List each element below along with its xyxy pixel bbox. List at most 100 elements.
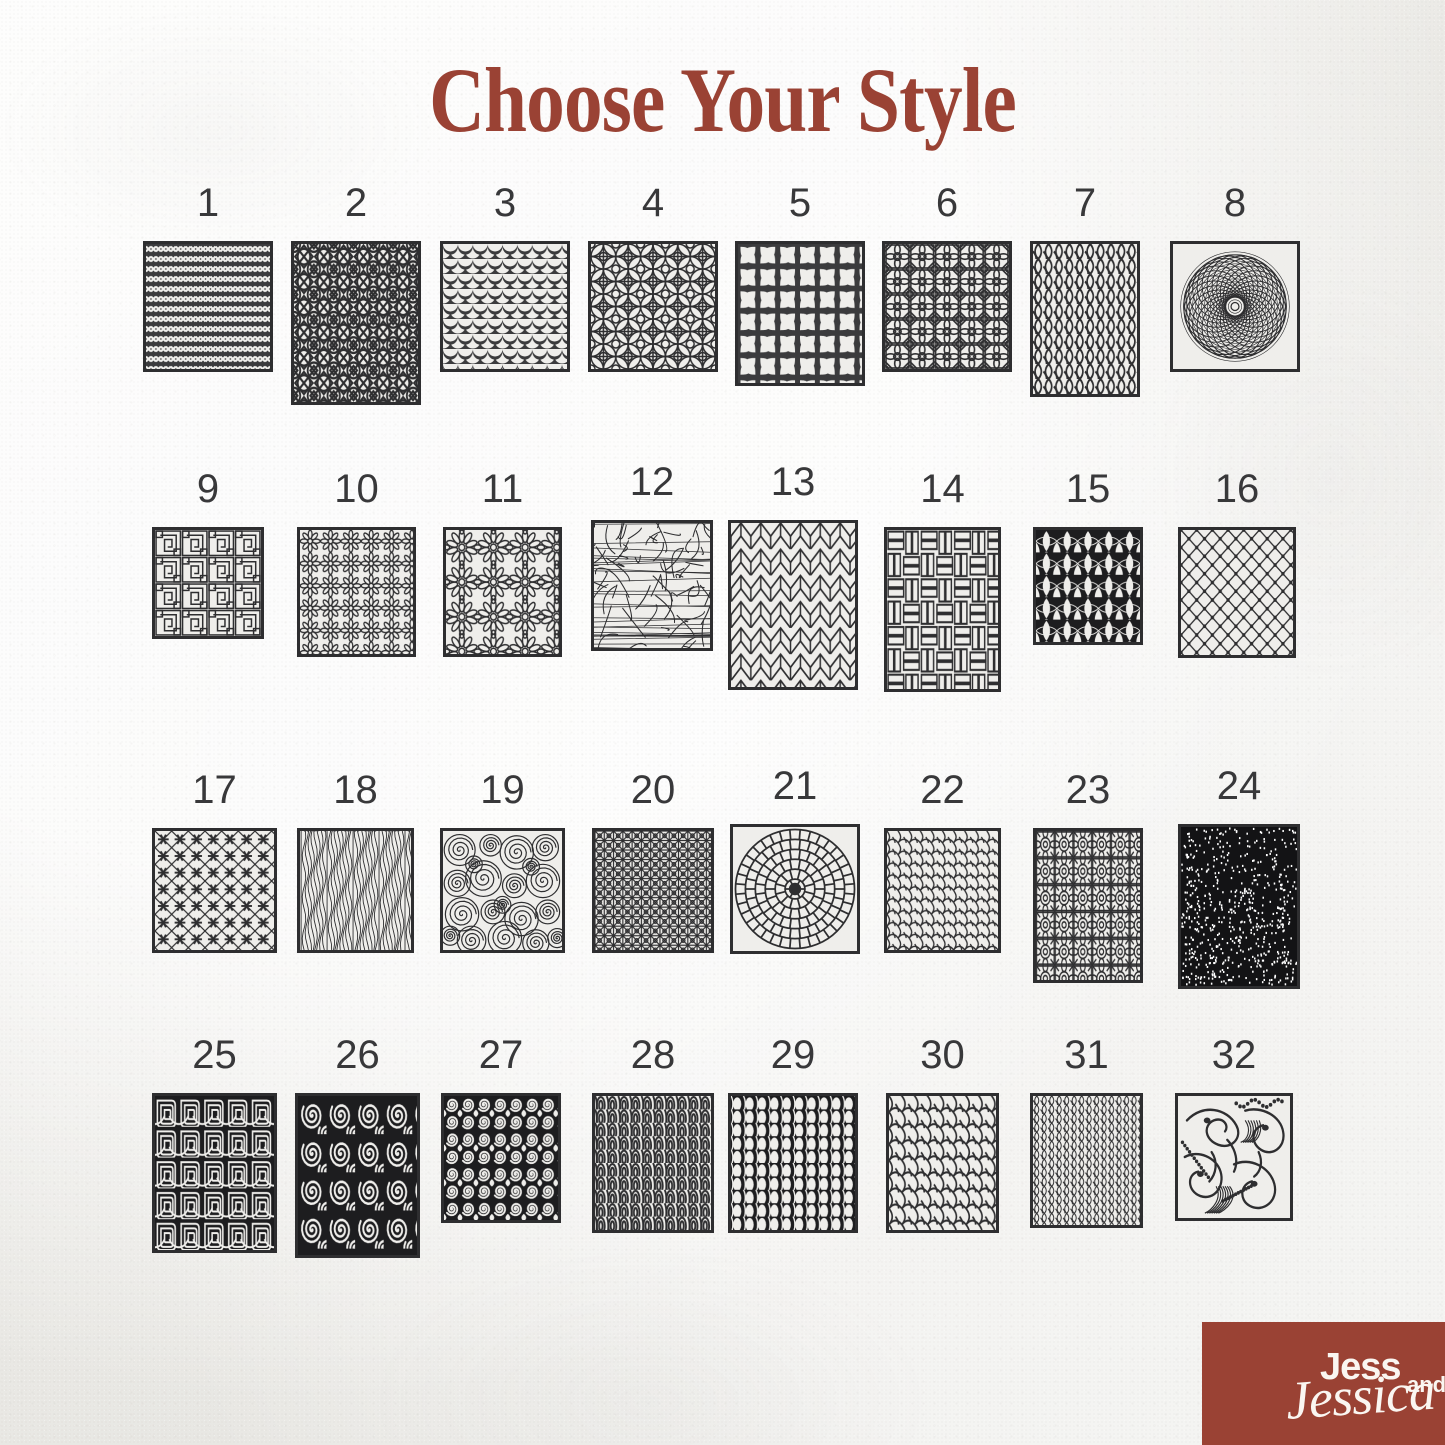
style-number-label: 31 <box>1064 1033 1109 1077</box>
style-number-label: 16 <box>1214 467 1260 511</box>
style-option-4[interactable]: 4 <box>588 183 718 372</box>
style-option-28[interactable]: 28 <box>592 1035 714 1233</box>
style-option-3[interactable]: 3 <box>440 183 570 372</box>
style-option-7[interactable]: 7 <box>1030 183 1140 397</box>
pattern-swatch-floral-lattice-star[interactable] <box>291 241 421 405</box>
pattern-swatch-geometric-flower-grid[interactable] <box>882 241 1012 372</box>
style-option-26[interactable]: 26 <box>295 1035 420 1258</box>
style-option-23[interactable]: 23 <box>1033 770 1143 983</box>
style-option-10[interactable]: 10 <box>297 469 416 657</box>
pattern-swatch-radial-cobblestone[interactable] <box>730 824 860 954</box>
pattern-swatch-curl-motif-dark[interactable] <box>441 1093 561 1223</box>
style-number-label: 1 <box>196 181 220 225</box>
page-title: Choose Your Style <box>429 49 1017 151</box>
pattern-swatch-star-burst-grid[interactable] <box>152 828 277 953</box>
pattern-swatch-spiral-roses-dark[interactable] <box>295 1093 420 1258</box>
style-number-label: 4 <box>641 181 665 225</box>
pattern-swatch-sketch-scribble[interactable] <box>591 520 713 651</box>
style-number-label: 18 <box>333 768 378 812</box>
style-number-label: 11 <box>481 467 524 511</box>
pattern-swatch-daisy-field-small[interactable] <box>297 527 416 657</box>
pattern-swatch-diamond-mesh[interactable] <box>1030 241 1140 397</box>
style-option-20[interactable]: 20 <box>592 770 714 953</box>
style-number-label: 32 <box>1211 1033 1257 1077</box>
style-option-18[interactable]: 18 <box>297 770 414 953</box>
pattern-swatch-herringbone[interactable] <box>728 520 858 690</box>
logo-line1: Jess <box>1320 1346 1402 1388</box>
style-number-label: 12 <box>629 460 675 504</box>
style-number-label: 15 <box>1065 467 1111 511</box>
style-option-13[interactable]: 13 <box>728 462 858 690</box>
style-number-label: 3 <box>493 181 517 225</box>
style-option-25[interactable]: 25 <box>152 1035 277 1253</box>
style-option-9[interactable]: 9 <box>152 469 264 639</box>
pattern-swatch-fine-diamond-net[interactable] <box>1030 1093 1143 1228</box>
style-number-label: 24 <box>1216 764 1262 808</box>
style-number-label: 28 <box>630 1033 676 1077</box>
style-number-label: 30 <box>920 1033 965 1077</box>
logo-and: and <box>1407 1372 1445 1397</box>
pattern-swatch-diagonal-basketweave[interactable] <box>143 241 273 372</box>
style-number-label: 26 <box>335 1033 380 1077</box>
pattern-swatch-greek-key-maze[interactable] <box>152 527 264 639</box>
style-option-14[interactable]: 14 <box>884 469 1001 692</box>
style-number-label: 17 <box>192 768 237 812</box>
pattern-swatch-spirograph-rings[interactable] <box>1170 241 1300 372</box>
pattern-swatch-interlocking-circles-flower[interactable] <box>588 241 718 372</box>
pattern-swatch-rounded-square-scales[interactable] <box>152 1093 277 1253</box>
pattern-swatch-vertical-wavy-lines[interactable] <box>297 828 414 953</box>
style-number-label: 10 <box>334 467 379 511</box>
style-option-22[interactable]: 22 <box>884 770 1001 953</box>
brand-logo: Jess and Jessica <box>1202 1322 1445 1445</box>
pattern-swatch-organic-bird-paisley[interactable] <box>1175 1093 1293 1221</box>
pattern-swatch-fish-scale-solid[interactable] <box>440 241 570 372</box>
style-number-label: 19 <box>480 768 525 812</box>
pattern-swatch-white-dots-on-black[interactable] <box>1178 824 1300 989</box>
style-number-label: 2 <box>344 181 368 225</box>
pattern-swatch-teardrop-columns-dark[interactable] <box>728 1093 858 1233</box>
style-option-19[interactable]: 19 <box>440 770 565 953</box>
pattern-swatch-fleur-de-lis-dark[interactable] <box>1033 527 1143 645</box>
style-option-17[interactable]: 17 <box>152 770 277 953</box>
style-number-label: 23 <box>1065 768 1111 812</box>
pattern-swatch-spiral-swirls[interactable] <box>440 828 565 953</box>
style-option-5[interactable]: 5 <box>735 183 865 386</box>
style-number-label: 5 <box>788 181 812 225</box>
style-option-15[interactable]: 15 <box>1033 469 1143 645</box>
style-option-21[interactable]: 21 <box>730 766 860 954</box>
style-option-16[interactable]: 16 <box>1178 469 1296 658</box>
style-option-30[interactable]: 30 <box>886 1035 999 1233</box>
style-number-label: 22 <box>920 768 965 812</box>
style-option-12[interactable]: 12 <box>591 462 713 651</box>
style-option-24[interactable]: 24 <box>1178 766 1300 989</box>
style-number-label: 29 <box>770 1033 816 1077</box>
pattern-swatch-ogee-lattice[interactable] <box>886 1093 999 1233</box>
style-number-label: 9 <box>196 467 220 511</box>
pattern-swatch-diamond-lattice-dots[interactable] <box>1178 527 1296 658</box>
style-option-31[interactable]: 31 <box>1030 1035 1143 1228</box>
pattern-swatch-dense-grid-lattice[interactable] <box>592 828 714 953</box>
style-option-6[interactable]: 6 <box>882 183 1012 372</box>
style-number-label: 13 <box>770 460 816 504</box>
style-option-8[interactable]: 8 <box>1170 183 1300 372</box>
pattern-swatch-daisy-field-large[interactable] <box>443 527 562 657</box>
style-option-32[interactable]: 32 <box>1175 1035 1293 1221</box>
pattern-swatch-basketweave-brick[interactable] <box>884 527 1001 692</box>
style-option-29[interactable]: 29 <box>728 1035 858 1233</box>
style-option-1[interactable]: 1 <box>143 183 273 372</box>
style-number-label: 21 <box>772 764 818 808</box>
style-number-label: 20 <box>630 768 676 812</box>
pattern-swatch-scallop-net[interactable] <box>884 828 1001 953</box>
logo-line2: Jessica <box>1283 1360 1437 1431</box>
style-option-11[interactable]: 11 <box>443 469 562 657</box>
style-option-2[interactable]: 2 <box>291 183 421 405</box>
pattern-swatch-ornate-floral-lattice[interactable] <box>1033 828 1143 983</box>
pattern-swatch-vertical-oval-chain[interactable] <box>592 1093 714 1233</box>
style-number-label: 27 <box>478 1033 524 1077</box>
style-option-27[interactable]: 27 <box>441 1035 561 1223</box>
style-number-label: 6 <box>935 181 959 225</box>
pattern-swatch-pinwheel-petals[interactable] <box>735 241 865 386</box>
style-number-label: 7 <box>1073 181 1097 225</box>
